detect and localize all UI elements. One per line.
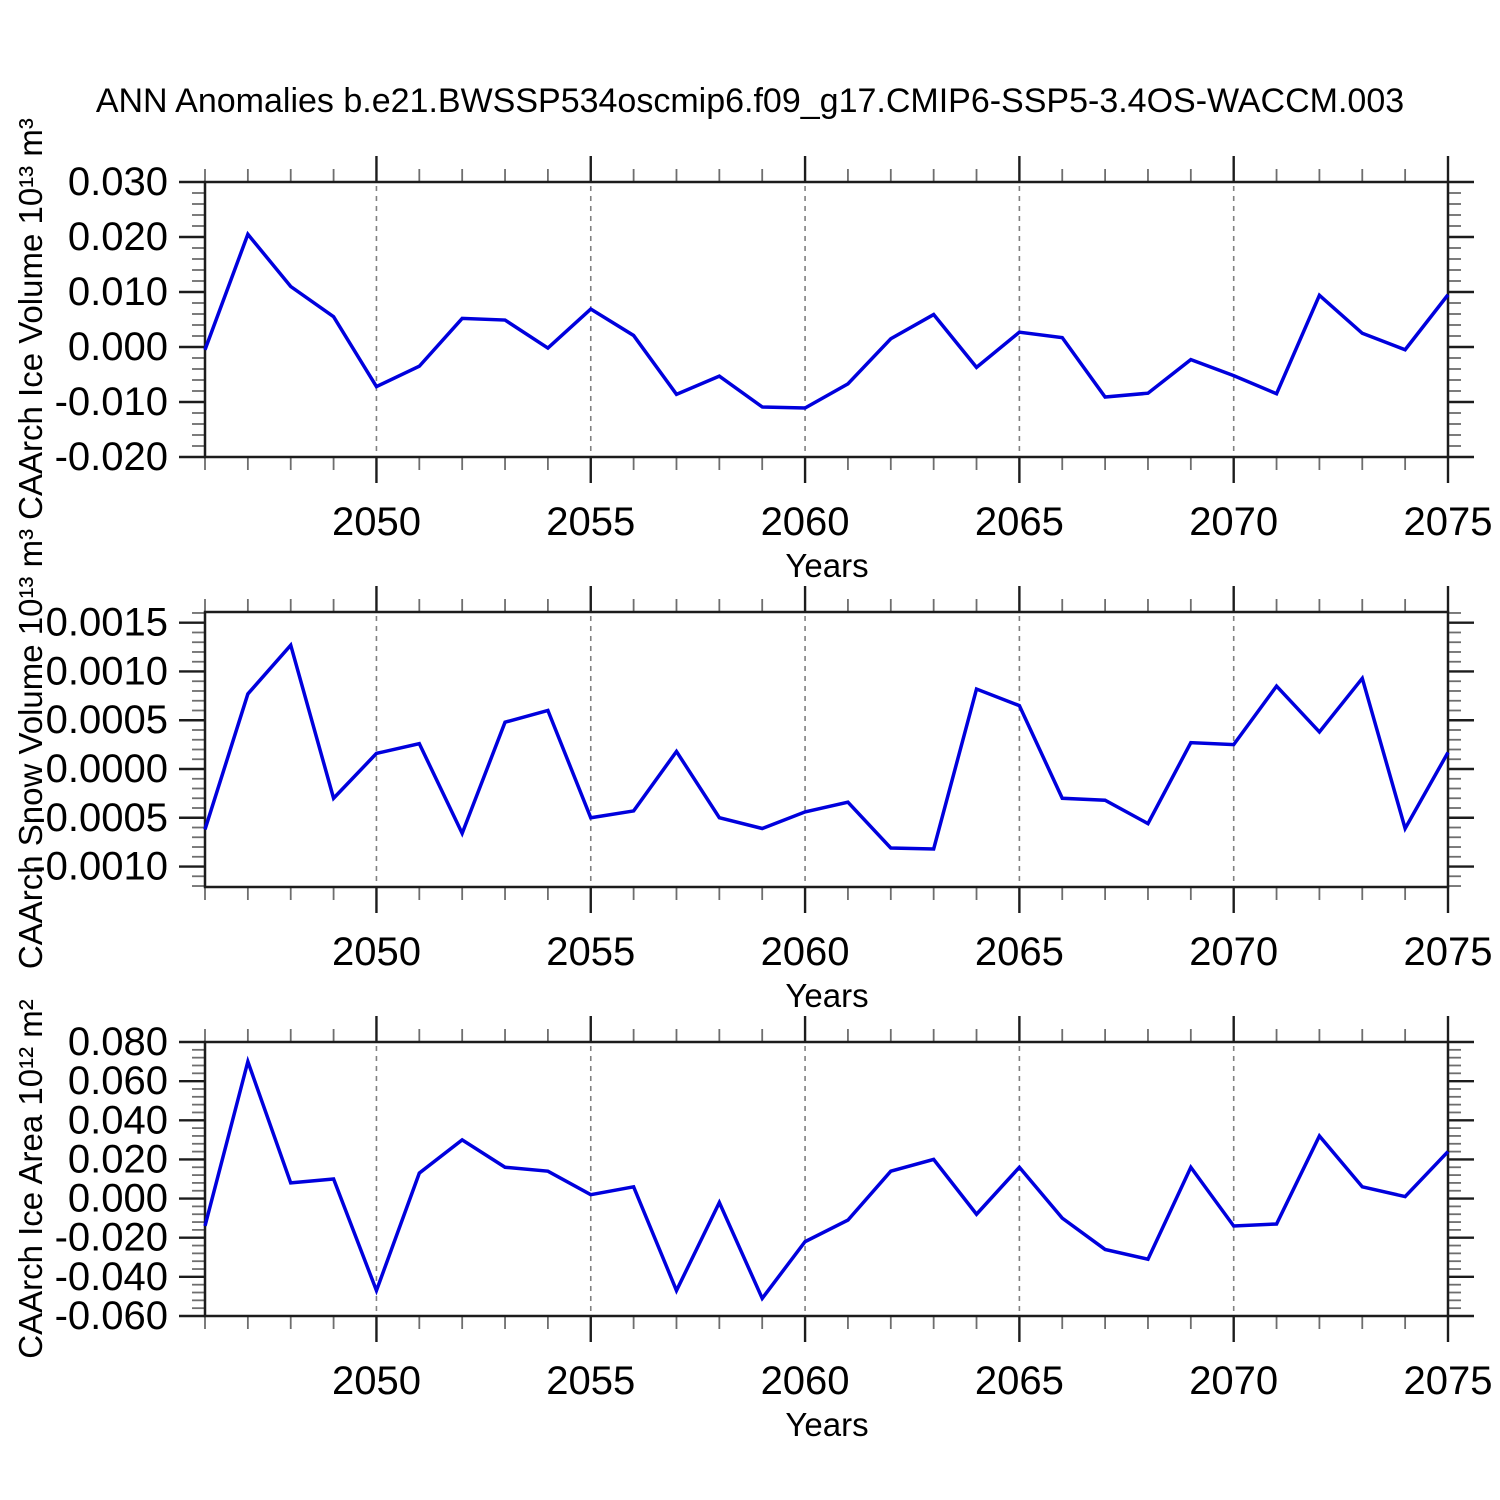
panel2-xtick-label: 2050	[332, 930, 421, 974]
panel2-xtick-label: 2065	[975, 930, 1064, 974]
panel1-xtick-label: 2065	[975, 500, 1064, 544]
panel2-ytick-label: 0.0000	[46, 747, 168, 791]
panel1-ytick-label: -0.010	[55, 380, 168, 424]
panel2-ytick-label: 0.0010	[46, 649, 168, 693]
panel2-xtick-label: 2070	[1189, 930, 1278, 974]
panel3-ytick-label: -0.060	[55, 1294, 168, 1338]
panel-2-plot-box	[203, 610, 1450, 889]
caarch-ice-volume-line	[203, 230, 1450, 410]
caarch-ice-area-line	[203, 1055, 1450, 1302]
panel1-xtick-label: 2050	[332, 500, 421, 544]
panel1-ytick-label: 0.010	[68, 270, 168, 314]
panel1-ytick-label: 0.000	[68, 325, 168, 369]
panel-3: 0.0800.0600.0400.0200.000-0.020-0.040-0.…	[55, 1016, 1493, 1403]
chart-title: ANN Anomalies b.e21.BWSSP534oscmip6.f09_…	[95, 82, 1405, 120]
panel2-x-axis-label: Years	[785, 977, 869, 1014]
panel1-ytick-label: -0.020	[55, 435, 168, 479]
panel3-ytick-label: 0.000	[68, 1177, 168, 1221]
panel2-ytick-label: -0.0005	[32, 796, 168, 840]
panel1-xtick-label: 2060	[761, 500, 850, 544]
panel-1-plot-box	[203, 180, 1450, 459]
panel1-ytick-label: 0.020	[68, 215, 168, 259]
panel3-xtick-label: 2060	[761, 1359, 850, 1403]
panel3-y-axis-label: CAArch Ice Area 10¹² m²	[12, 999, 49, 1359]
panel2-xtick-label: 2055	[546, 930, 635, 974]
panel2-ytick-label: -0.0010	[32, 845, 168, 889]
panel1-x-axis-label: Years	[785, 547, 869, 584]
panel3-xtick-label: 2055	[546, 1359, 635, 1403]
panel3-ytick-label: -0.020	[55, 1216, 168, 1260]
panel3-xtick-label: 2075	[1404, 1359, 1493, 1403]
panel3-xtick-label: 2070	[1189, 1359, 1278, 1403]
panel2-xtick-label: 2060	[761, 930, 850, 974]
panel2-xtick-label: 2075	[1404, 930, 1493, 974]
panel3-xtick-label: 2050	[332, 1359, 421, 1403]
panel1-ytick-label: 0.030	[68, 160, 168, 204]
panel1-xtick-label: 2075	[1404, 500, 1493, 544]
panel1-xtick-label: 2055	[546, 500, 635, 544]
panel2-ytick-label: 0.0015	[46, 601, 168, 645]
panel3-ytick-label: 0.060	[68, 1059, 168, 1103]
panel3-ytick-label: -0.040	[55, 1255, 168, 1299]
panel-1: 0.030 0.020 0.010 0.000 -0.010 -0.020 2050 2055…	[55, 156, 1493, 544]
panel2-ytick-label: 0.0005	[46, 698, 168, 742]
panel3-ytick-label: 0.080	[68, 1020, 168, 1064]
panel-3-plot-box	[203, 1040, 1450, 1318]
panel1-xtick-label: 2070	[1189, 500, 1278, 544]
panel3-ytick-label: 0.040	[68, 1098, 168, 1142]
panel3-x-axis-label: Years	[785, 1406, 869, 1443]
panel3-xtick-label: 2065	[975, 1359, 1064, 1403]
panel3-ytick-label: 0.020	[68, 1137, 168, 1181]
caarch-snow-volume-line	[203, 641, 1450, 851]
